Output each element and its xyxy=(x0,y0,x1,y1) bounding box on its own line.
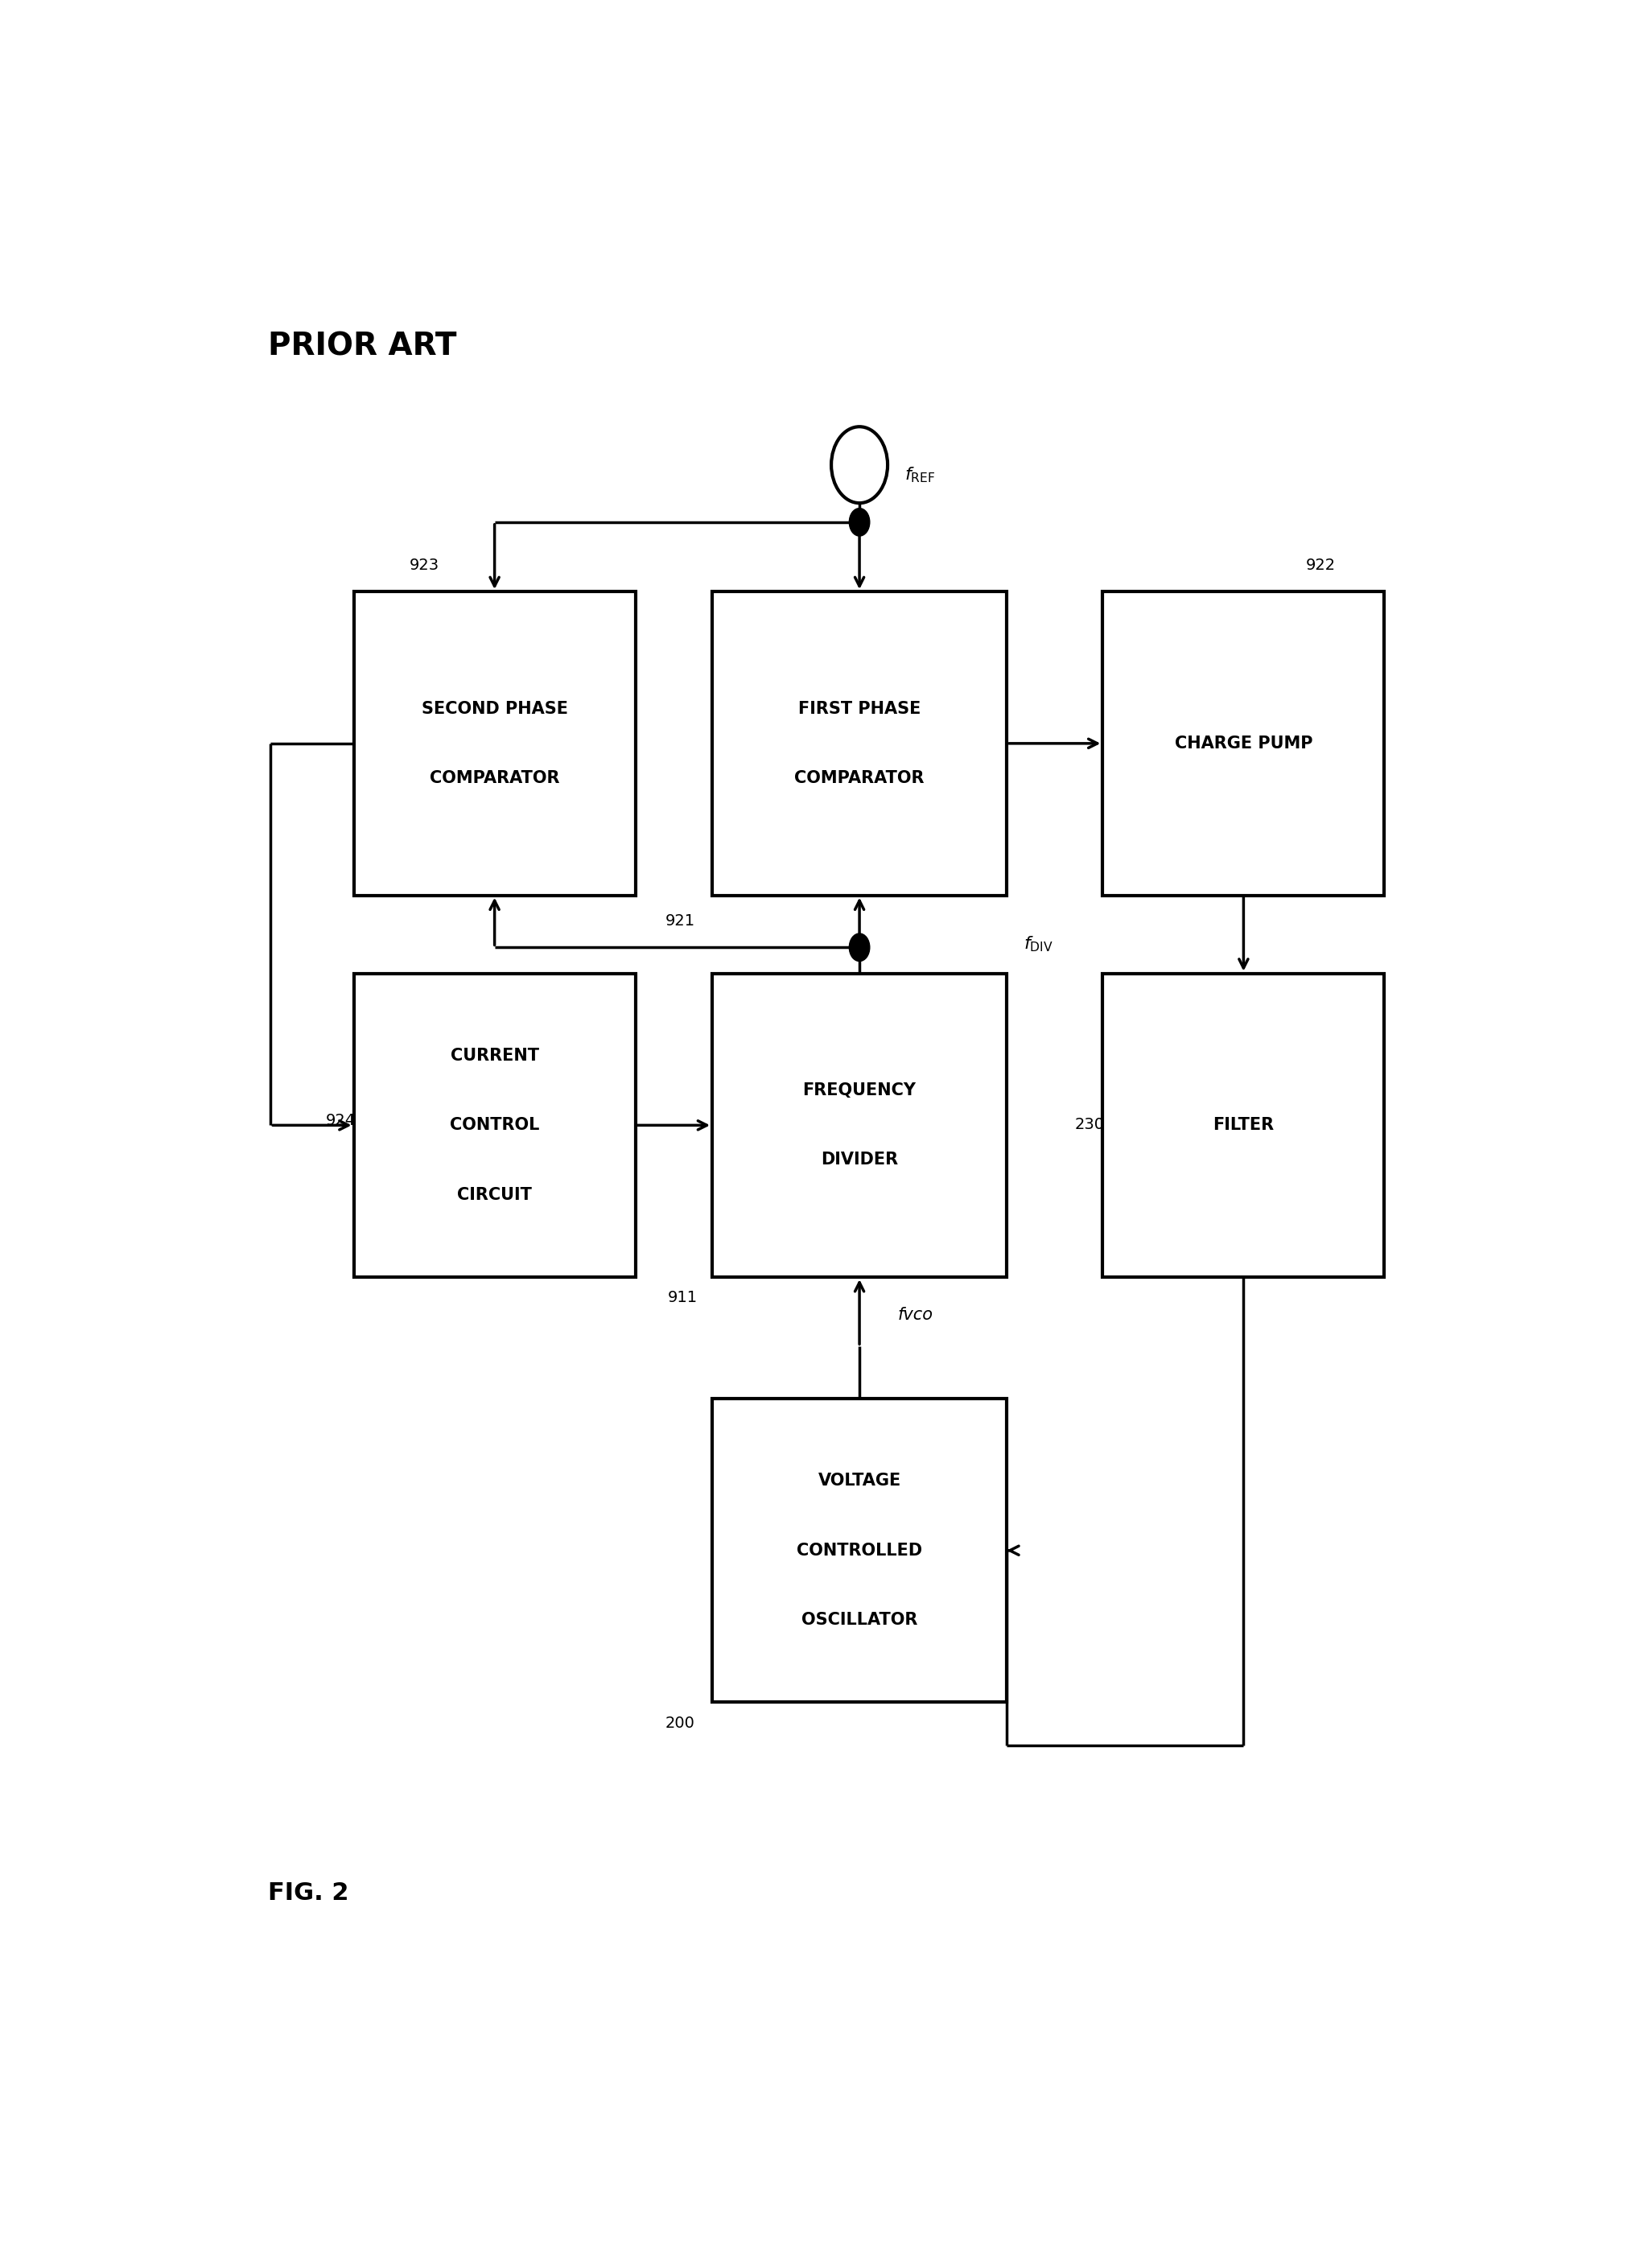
Text: 924: 924 xyxy=(325,1113,355,1129)
Text: COMPARATOR: COMPARATOR xyxy=(430,771,560,787)
FancyBboxPatch shape xyxy=(712,974,1006,1278)
Text: FILTER: FILTER xyxy=(1213,1118,1274,1134)
Text: $f_{\rm REF}$: $f_{\rm REF}$ xyxy=(904,467,935,485)
Text: DIVIDER: DIVIDER xyxy=(821,1152,899,1168)
Text: 922: 922 xyxy=(1305,559,1335,573)
Text: FIRST PHASE: FIRST PHASE xyxy=(798,701,920,717)
Text: CURRENT: CURRENT xyxy=(451,1048,539,1064)
Text: CONTROL: CONTROL xyxy=(449,1118,539,1134)
Text: VOLTAGE: VOLTAGE xyxy=(818,1474,900,1490)
Text: PRIOR ART: PRIOR ART xyxy=(268,331,456,363)
Circle shape xyxy=(849,507,869,536)
Text: CONTROLLED: CONTROLLED xyxy=(796,1542,922,1558)
FancyBboxPatch shape xyxy=(1104,591,1384,895)
FancyBboxPatch shape xyxy=(354,591,636,895)
Text: FREQUENCY: FREQUENCY xyxy=(803,1082,917,1098)
Text: $f_{\rm DIV}$: $f_{\rm DIV}$ xyxy=(1023,935,1052,953)
Text: CIRCUIT: CIRCUIT xyxy=(458,1186,532,1204)
FancyBboxPatch shape xyxy=(712,591,1006,895)
Text: 911: 911 xyxy=(667,1289,697,1305)
Text: FIG. 2: FIG. 2 xyxy=(268,1882,349,1905)
Text: 200: 200 xyxy=(666,1715,695,1731)
Text: fvco: fvco xyxy=(899,1307,933,1323)
Text: 230: 230 xyxy=(1075,1116,1105,1132)
Text: OSCILLATOR: OSCILLATOR xyxy=(801,1612,917,1627)
Text: SECOND PHASE: SECOND PHASE xyxy=(421,701,568,717)
Text: 923: 923 xyxy=(410,559,439,573)
Text: CHARGE PUMP: CHARGE PUMP xyxy=(1175,735,1313,751)
FancyBboxPatch shape xyxy=(1104,974,1384,1278)
Circle shape xyxy=(849,933,869,960)
Text: COMPARATOR: COMPARATOR xyxy=(795,771,925,787)
FancyBboxPatch shape xyxy=(354,974,636,1278)
Text: 921: 921 xyxy=(666,913,695,929)
FancyBboxPatch shape xyxy=(712,1397,1006,1702)
